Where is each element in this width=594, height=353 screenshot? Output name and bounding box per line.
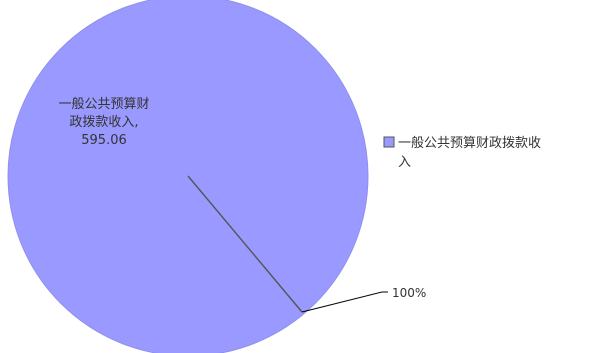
slice-data-label-line-2: 政拨款收入, <box>69 115 138 130</box>
slice-data-label-line-1: 一般公共预算财 <box>58 96 149 112</box>
legend-label-line-2: 入 <box>398 155 411 170</box>
slice-divider-line <box>187 175 303 313</box>
slice-percent-label: 100% <box>392 286 426 300</box>
legend-label-line-1: 一般公共预算财政拨款收 <box>398 135 541 151</box>
slice-data-label-line-3: 595.06 <box>81 133 127 148</box>
percent-leader-line <box>301 291 388 313</box>
legend-swatch <box>383 136 395 148</box>
